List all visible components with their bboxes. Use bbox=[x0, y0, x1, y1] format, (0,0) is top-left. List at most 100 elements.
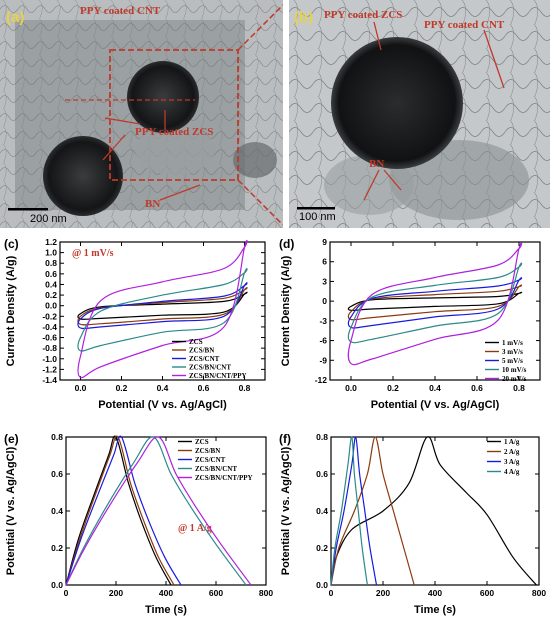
x-tick-label: 400 bbox=[159, 588, 173, 598]
legend-label: 3 mV/s bbox=[502, 348, 523, 356]
x-axis-label: Potential (V vs. Ag/AgCl) bbox=[371, 399, 500, 411]
series-line bbox=[77, 268, 248, 352]
y-tick-label: 1.0 bbox=[45, 248, 57, 258]
legend-label: 2 A/g bbox=[504, 448, 520, 456]
zcs-sphere bbox=[127, 61, 199, 133]
y-tick-label: 0 bbox=[322, 296, 327, 306]
y-tick-label: -1.4 bbox=[42, 375, 57, 385]
gcd-chart-materials: 0.0 0.2 0.4 0.6 0.8 0 200 400 600 800 Time (s) Pote… bbox=[0, 427, 275, 621]
legend-label: ZCS/CNT bbox=[189, 355, 220, 363]
y-tick-label: 0.6 bbox=[51, 469, 63, 479]
tem-b-label-bn: BN bbox=[369, 158, 384, 170]
series-line bbox=[65, 436, 252, 586]
x-tick-label: 200 bbox=[376, 588, 390, 598]
y-axis-label: Current Density (A/g) bbox=[5, 255, 17, 366]
panel-letter: (c) bbox=[4, 237, 19, 251]
y-tick-label: 0.8 bbox=[316, 432, 328, 442]
tem-a-label-cnt: PPY coated CNT bbox=[80, 5, 161, 17]
y-axis-label: Potential (V vs. Ag/AgCl) bbox=[5, 446, 17, 575]
legend-label: ZCS/BN bbox=[195, 447, 220, 455]
y-tick-label: -6 bbox=[319, 336, 327, 346]
chart-annotation: @ 1 mV/s bbox=[72, 248, 114, 259]
y-tick-label: 9 bbox=[322, 237, 327, 247]
legend-label: 4 A/g bbox=[504, 468, 520, 476]
tem-a-scale: 200 nm bbox=[30, 213, 67, 225]
x-tick-label: 0.0 bbox=[345, 383, 357, 393]
x-tick-label: 0.6 bbox=[198, 383, 210, 393]
tem-image-b: (b) PPY coated ZCS PPY coated CNT BN 100… bbox=[289, 0, 550, 228]
series-line bbox=[347, 277, 523, 329]
tem-b-label-cnt: PPY coated CNT bbox=[424, 19, 505, 31]
zcs-sphere bbox=[331, 37, 463, 169]
y-tick-label: 0.4 bbox=[51, 506, 63, 516]
legend-label: 3 A/g bbox=[504, 458, 520, 466]
series-line bbox=[77, 239, 248, 379]
plot-frame bbox=[65, 436, 267, 586]
x-tick-label: 0.4 bbox=[157, 383, 169, 393]
y-tick-label: 0.2 bbox=[51, 543, 63, 553]
y-tick-label: -12 bbox=[315, 375, 328, 385]
y-axis-label: Current Density (A/g) bbox=[280, 255, 292, 366]
tem-a-letter: (a) bbox=[6, 9, 24, 26]
y-tick-label: 0.6 bbox=[45, 269, 57, 279]
y-tick-label: 0.8 bbox=[45, 258, 57, 268]
y-tick-label: 0.0 bbox=[51, 580, 63, 590]
series-line bbox=[65, 436, 247, 586]
legend-label: ZCS bbox=[189, 338, 203, 346]
legend-label: ZCS/BN/CNT/PPY bbox=[189, 372, 247, 380]
legend-label: 20 mV/s bbox=[502, 375, 527, 383]
y-tick-label: -0.8 bbox=[42, 343, 57, 353]
series-line bbox=[77, 282, 248, 330]
legend-label: ZCS/BN/CNT bbox=[189, 364, 231, 372]
panel-letter: (f) bbox=[279, 432, 291, 446]
y-tick-label: 0.4 bbox=[45, 279, 57, 289]
x-tick-label: 400 bbox=[428, 588, 442, 598]
tem-b-scale: 100 nm bbox=[299, 211, 336, 223]
x-tick-label: 0.2 bbox=[387, 383, 399, 393]
series-line bbox=[77, 287, 248, 326]
panel-letter: (e) bbox=[4, 432, 19, 446]
legend-label: ZCS bbox=[195, 438, 209, 446]
y-tick-label: 0.2 bbox=[316, 543, 328, 553]
y-tick-label: -0.6 bbox=[42, 333, 57, 343]
tem-a-label-bn: BN bbox=[145, 198, 160, 210]
y-tick-label: 0.2 bbox=[45, 290, 57, 300]
series-line bbox=[330, 436, 378, 586]
series-line bbox=[330, 436, 368, 586]
legend-label: 10 mV/s bbox=[502, 366, 527, 374]
tem-b-letter: (b) bbox=[294, 9, 313, 26]
tem-b-label-zcs: PPY coated ZCS bbox=[324, 9, 402, 21]
x-tick-label: 0.0 bbox=[75, 383, 87, 393]
y-tick-label: -0.4 bbox=[42, 322, 57, 332]
legend-label: ZCS/BN bbox=[189, 347, 214, 355]
series-line bbox=[65, 435, 175, 586]
tem-a-label-zcs: PPY coated ZCS bbox=[135, 126, 213, 138]
x-tick-label: 0.4 bbox=[429, 383, 441, 393]
y-tick-label: 0.0 bbox=[45, 301, 57, 311]
cv-chart-scan-rates: -12 -9 -6 -3 0 3 6 9 0.0 0.2 0.4 0.6 0.8 Potential (V… bbox=[275, 232, 550, 427]
legend-label: ZCS/CNT bbox=[195, 456, 226, 464]
series-line bbox=[347, 241, 523, 366]
zcs-sphere bbox=[43, 136, 123, 216]
zoom-region bbox=[109, 49, 239, 181]
x-axis-label: Time (s) bbox=[414, 604, 456, 616]
series-line bbox=[65, 435, 172, 586]
x-tick-label: 0 bbox=[329, 588, 334, 598]
x-tick-label: 600 bbox=[480, 588, 494, 598]
chart-annotation: @ 1 A/g bbox=[178, 523, 212, 534]
x-tick-label: 600 bbox=[209, 588, 223, 598]
x-tick-label: 0.6 bbox=[471, 383, 483, 393]
series-line bbox=[347, 291, 523, 312]
legend-label: 5 mV/s bbox=[502, 357, 523, 365]
y-tick-label: 6 bbox=[322, 257, 327, 267]
y-tick-label: -1.2 bbox=[42, 364, 57, 374]
series-line bbox=[65, 435, 182, 586]
y-tick-label: -0.2 bbox=[42, 311, 57, 321]
x-tick-label: 0.8 bbox=[239, 383, 251, 393]
x-axis-label: Time (s) bbox=[145, 604, 187, 616]
cv-chart-materials: -1.4 -1.2 -1.0 -0.8 -0.6 -0.4 -0.2 0.0 0.2 0.4 0.6… bbox=[0, 232, 275, 427]
series-line bbox=[330, 436, 537, 586]
y-tick-label: -1.0 bbox=[42, 354, 57, 364]
y-tick-label: -3 bbox=[319, 316, 327, 326]
y-axis-label: Potential (V vs. Ag/AgCl) bbox=[280, 446, 292, 575]
